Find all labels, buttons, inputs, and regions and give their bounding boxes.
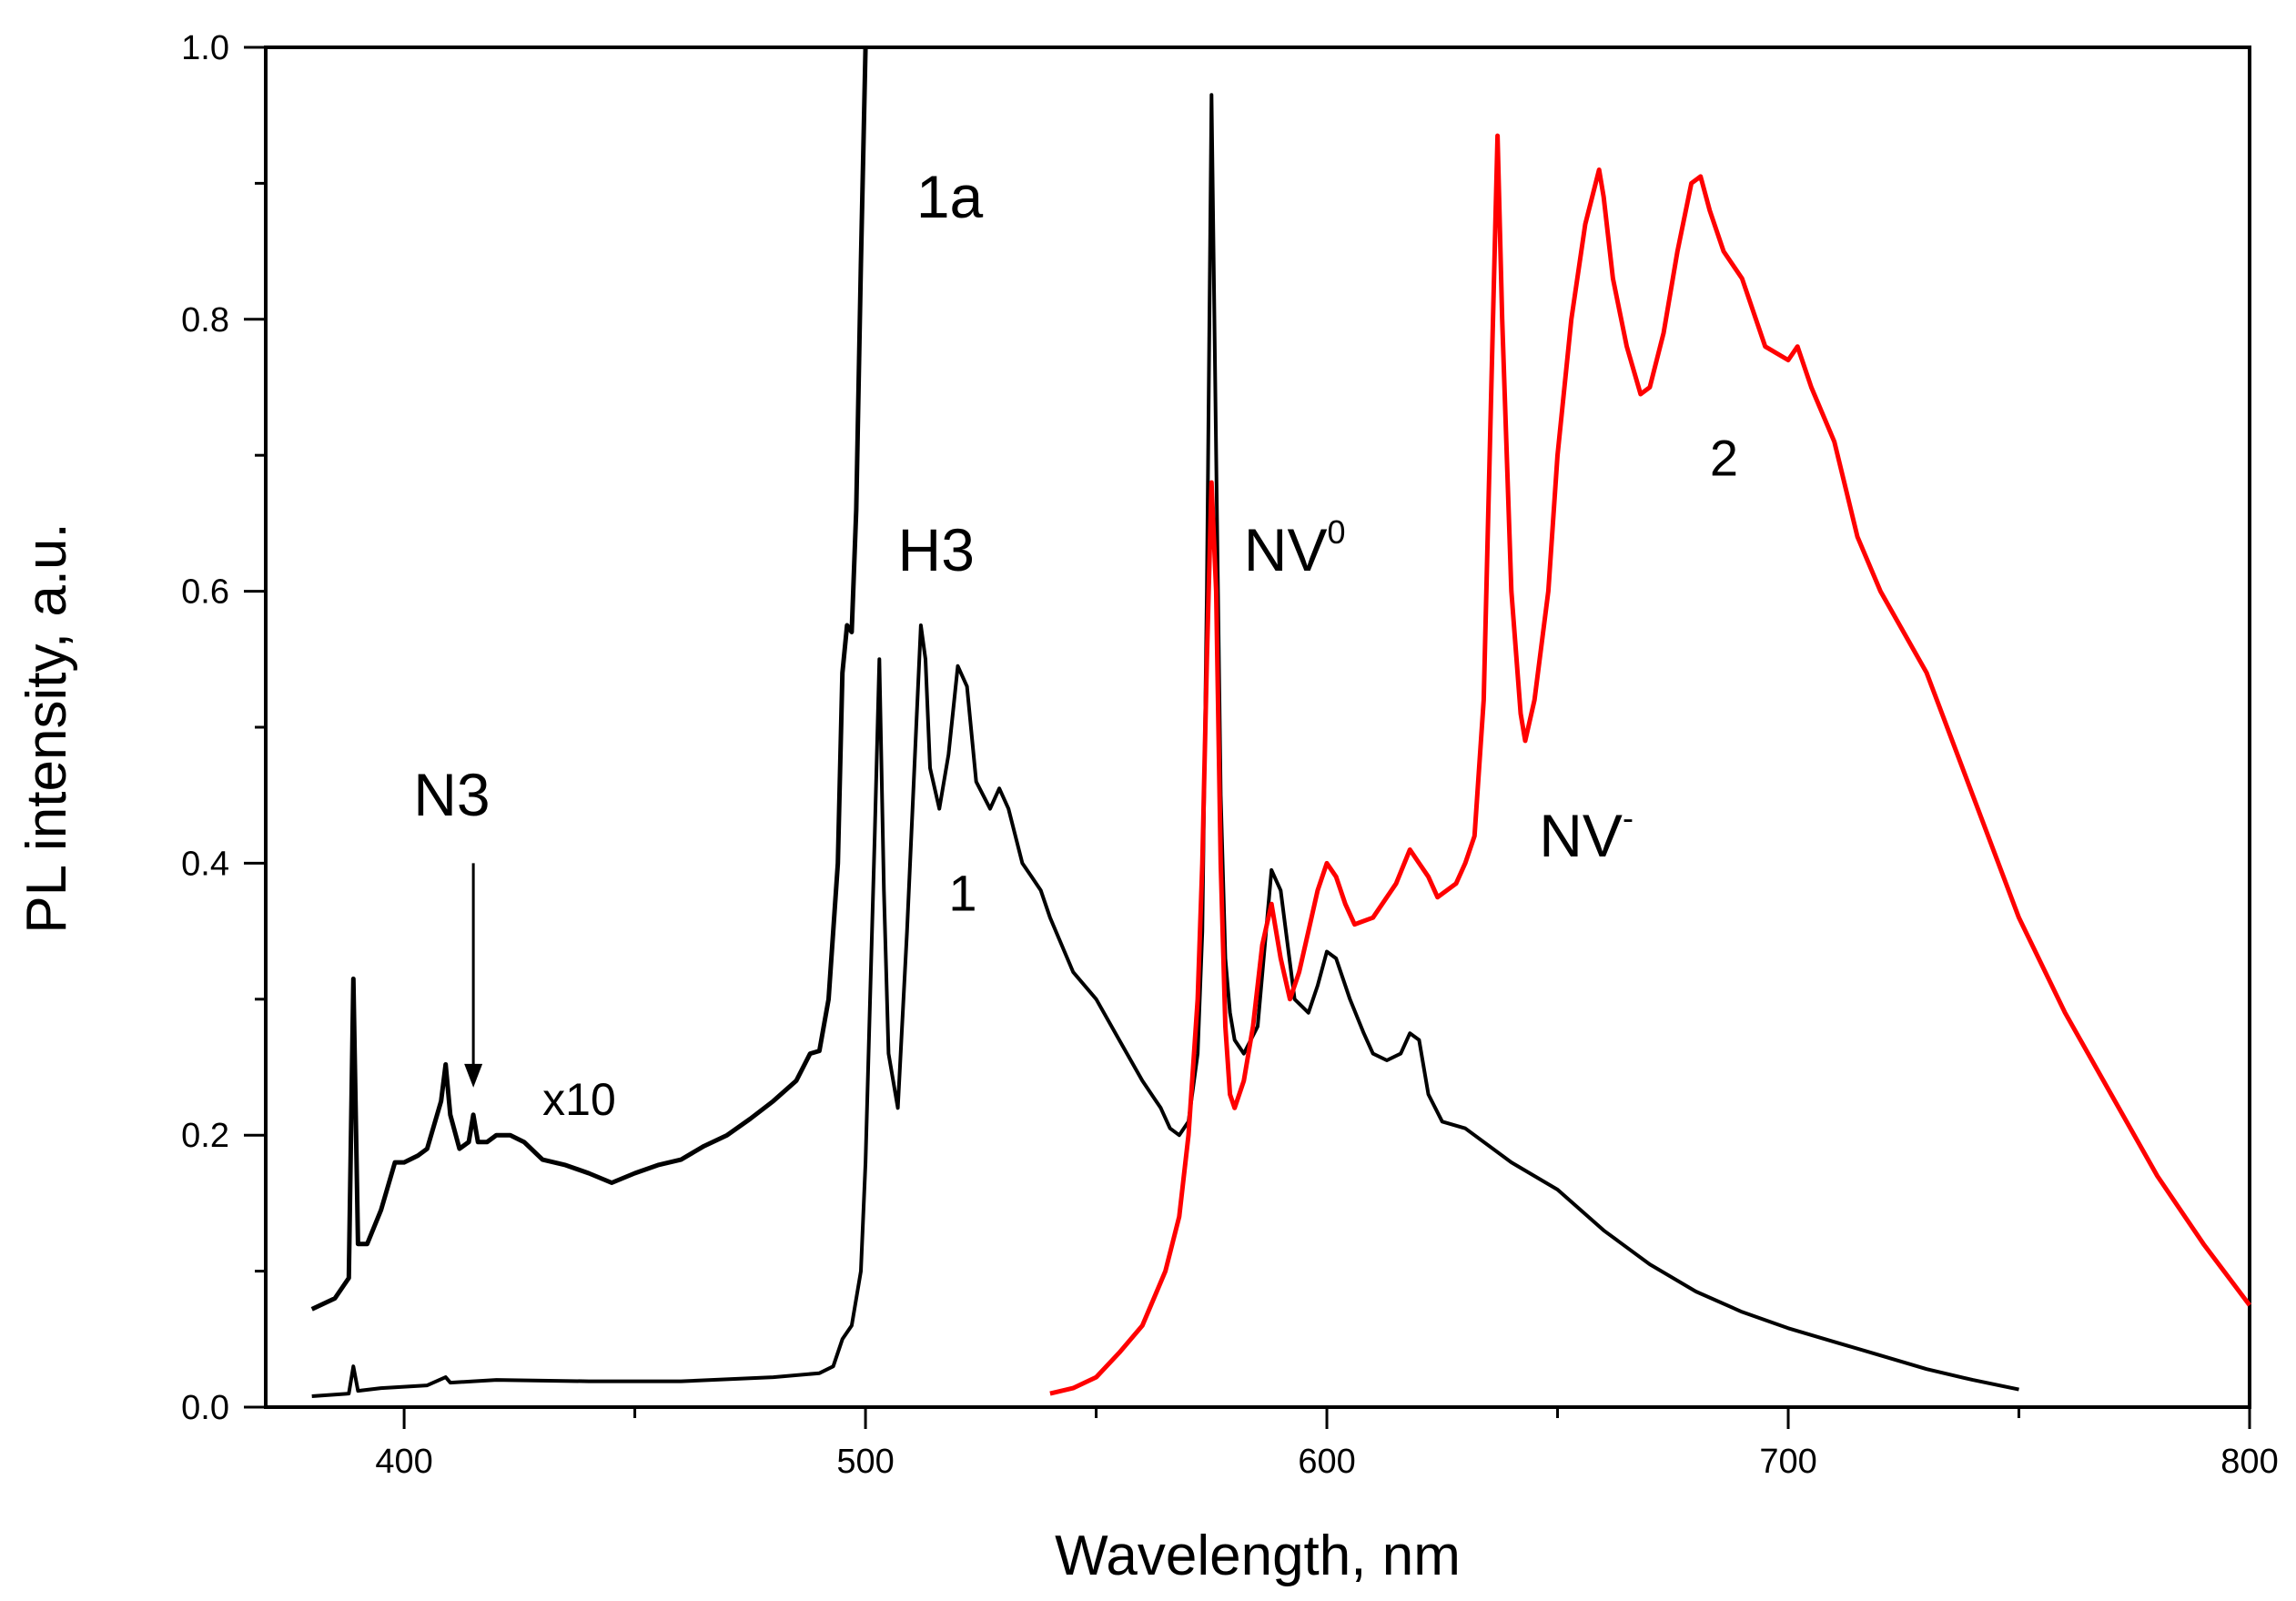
y-axis-title: PL intensity, a.u.: [15, 522, 78, 933]
annotation-n3: N3: [413, 761, 490, 828]
annotation-h3: H3: [898, 516, 975, 583]
annotation-1: 1: [948, 865, 976, 922]
x-tick-label: 600: [1298, 1443, 1355, 1481]
x-tick-label: 500: [836, 1443, 894, 1481]
x-tick-label: 800: [2220, 1443, 2278, 1481]
series-line-2: [1049, 133, 2251, 1396]
annotation-1a: 1a: [916, 163, 984, 230]
y-tick-label: 0.0: [181, 1389, 229, 1427]
annotation-2: 2: [1710, 430, 1738, 487]
series-line-1: [311, 93, 2019, 1398]
y-tick-label: 0.6: [181, 573, 229, 612]
annotation-layer: 1a H3 N3 x10 1 NV0 NV- 2: [413, 163, 1738, 1125]
annotation-x10: x10: [542, 1074, 616, 1125]
annotation-nv0: NV0: [1244, 513, 1346, 583]
y-tick-label: 0.2: [181, 1117, 229, 1155]
n3-arrow-head: [464, 1063, 483, 1088]
y-tick-label: 0.4: [181, 845, 229, 883]
series-line-1a: [310, 46, 868, 1312]
y-tick-label: 1.0: [181, 29, 229, 67]
x-tick-label: 700: [1759, 1443, 1816, 1481]
x-tick-label: 400: [375, 1443, 432, 1481]
series-layer: [310, 46, 2251, 1398]
x-axis-title: Wavelength, nm: [1055, 1525, 1461, 1587]
plot-frame: [264, 46, 2251, 1409]
tick-layer: 400 500 600 700 800 0.0 0.2 0.4 0.6 0.8 1.0: [181, 29, 2279, 1481]
y-tick-label: 0.8: [181, 301, 229, 339]
annotation-nv-minus: NV-: [1539, 799, 1633, 869]
